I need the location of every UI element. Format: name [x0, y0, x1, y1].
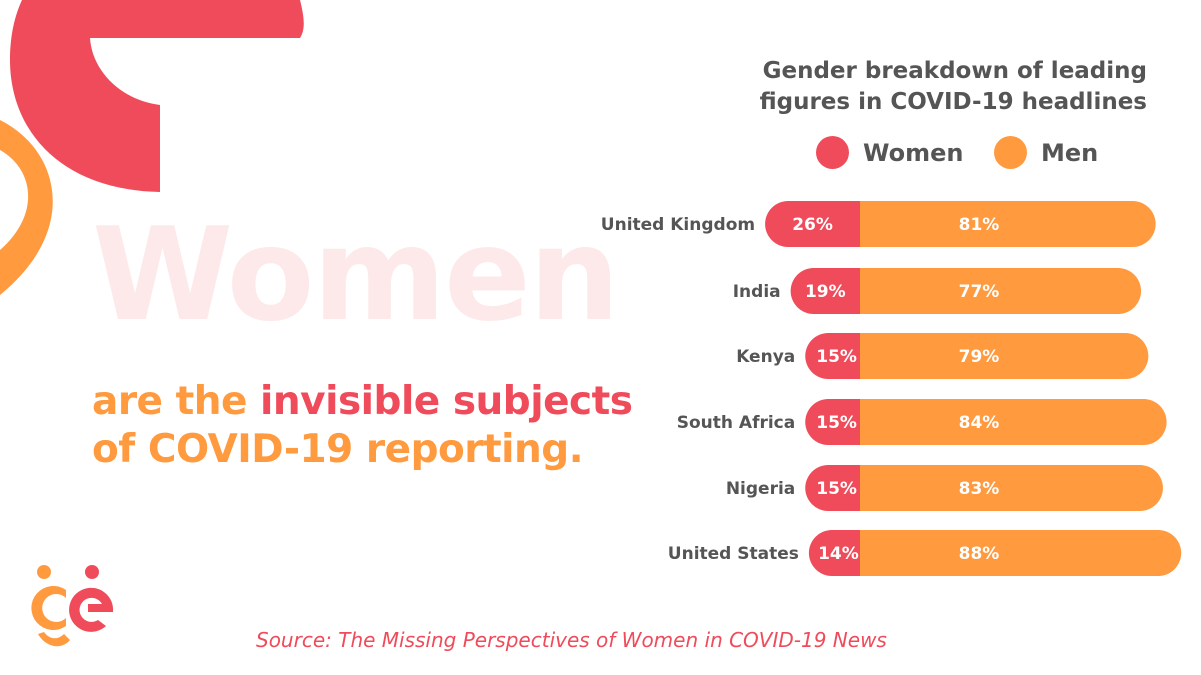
- bar-women-united-states: [808, 530, 860, 576]
- orange-arc-shape: [0, 120, 53, 295]
- category-label-united-states: United States: [668, 544, 799, 564]
- legend-swatch-women: [816, 136, 849, 169]
- headline-tagline: are the invisible subjects of COVID-19 r…: [92, 378, 633, 474]
- bar-women-india: [790, 268, 860, 314]
- value-label-women-nigeria: 15%: [816, 479, 857, 499]
- legend-item-men: Men: [994, 136, 1098, 169]
- headline-highlight: invisible subjects: [260, 379, 633, 424]
- chart-title-line-1: Gender breakdown of leading: [762, 58, 1147, 84]
- bar-men-united-states: [860, 530, 1182, 576]
- bar-women-nigeria: [805, 465, 860, 511]
- value-label-women-united-kingdom: 26%: [792, 215, 833, 235]
- category-label-nigeria: Nigeria: [726, 479, 795, 499]
- legend-item-women: Women: [816, 136, 963, 169]
- bar-men-south-africa: [860, 399, 1167, 445]
- value-label-men-nigeria: 83%: [959, 479, 1000, 499]
- value-label-men-india: 77%: [959, 282, 1000, 302]
- bar-men-india: [860, 268, 1142, 314]
- bar-men-united-kingdom: [860, 201, 1156, 247]
- legend-swatch-men: [994, 136, 1027, 169]
- value-label-women-kenya: 15%: [816, 347, 857, 367]
- category-label-india: India: [733, 282, 781, 302]
- red-e-shape: [10, 0, 304, 192]
- value-label-men-kenya: 79%: [959, 347, 1000, 367]
- value-label-women-south-africa: 15%: [816, 413, 857, 433]
- bar-women-south-africa: [805, 399, 860, 445]
- logo-g-shape: [31, 586, 66, 630]
- bar-row-nigeria: Nigeria 15% 83%: [726, 465, 1163, 511]
- bar-women-kenya: [805, 333, 860, 379]
- decorative-logo-arcs: [0, 0, 304, 295]
- source-citation: Source: The Missing Perspectives of Wome…: [256, 628, 887, 652]
- category-label-kenya: Kenya: [736, 347, 795, 367]
- watermark-word: Women: [92, 201, 620, 350]
- category-label-south-africa: South Africa: [677, 413, 796, 433]
- logo-e-shape: [69, 587, 113, 632]
- headline-line-1: are the invisible subjects: [92, 378, 633, 426]
- logo-dot-red: [85, 565, 99, 579]
- value-label-women-united-states: 14%: [818, 544, 859, 564]
- category-label-united-kingdom: United Kingdom: [601, 215, 755, 235]
- bar-women-united-kingdom: [765, 201, 860, 248]
- ge-logo: [31, 565, 113, 647]
- chart-title: Gender breakdown of leading figures in C…: [727, 56, 1147, 118]
- value-label-men-united-kingdom: 81%: [959, 215, 1000, 235]
- red-e-bar: [80, 0, 300, 14]
- headline-line-2: of COVID-19 reporting.: [92, 427, 584, 472]
- value-label-women-india: 19%: [805, 282, 846, 302]
- value-label-men-south-africa: 84%: [959, 413, 1000, 433]
- logo-g-tail: [38, 632, 70, 647]
- logo-dot-orange: [37, 565, 51, 579]
- bar-row-united-kingdom: United Kingdom 26% 81%: [601, 201, 1156, 248]
- headline-prefix: are the: [92, 379, 261, 424]
- bar-men-nigeria: [860, 465, 1163, 511]
- bar-row-united-states: United States 14% 88%: [668, 530, 1182, 576]
- bar-row-india: India 19% 77%: [733, 268, 1142, 314]
- bar-row-kenya: Kenya 15% 79%: [736, 333, 1149, 379]
- bar-men-kenya: [860, 333, 1149, 379]
- value-label-men-united-states: 88%: [959, 544, 1000, 564]
- legend-label-women: Women: [863, 138, 964, 167]
- legend-label-men: Men: [1041, 138, 1099, 167]
- bar-row-south-africa: South Africa 15% 84%: [677, 399, 1167, 445]
- chart-title-line-2: figures in COVID-19 headlines: [759, 89, 1147, 115]
